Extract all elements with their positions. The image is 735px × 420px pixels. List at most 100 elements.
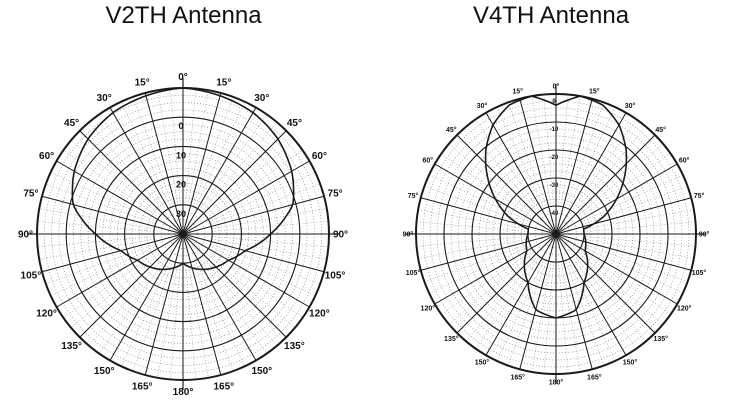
minor-spoke: [507, 102, 547, 208]
angle-label: 90°: [403, 231, 414, 239]
major-spoke: [56, 160, 184, 235]
ring-value-label: 0: [178, 121, 183, 131]
major-spoke: [182, 107, 257, 235]
angle-label: 30°: [625, 102, 636, 110]
minor-spoke: [429, 174, 531, 223]
major-spoke: [555, 233, 678, 305]
minor-spoke: [448, 251, 535, 325]
major-spoke: [555, 134, 656, 235]
minor-spoke: [560, 261, 581, 372]
minor-spoke: [573, 126, 647, 213]
angle-label: 75°: [328, 189, 343, 200]
minor-spoke: [567, 107, 616, 209]
angle-label: 30°: [477, 102, 488, 110]
major-spoke: [109, 107, 184, 235]
minor-spoke: [581, 245, 683, 294]
minor-spoke: [475, 256, 541, 349]
minor-spoke: [496, 259, 545, 361]
minor-spoke: [465, 126, 539, 213]
angle-label: 15°: [512, 87, 523, 95]
minor-spoke: [582, 185, 688, 225]
angle-label: 135°: [444, 335, 459, 343]
major-spoke: [555, 233, 692, 271]
minor-spoke: [560, 96, 581, 207]
major-spoke: [182, 233, 325, 273]
major-spoke: [182, 92, 222, 235]
major-spoke: [434, 233, 557, 305]
angle-label: 165°: [587, 374, 602, 382]
minor-spoke: [578, 153, 671, 219]
minor-spoke: [567, 259, 616, 361]
minor-spoke: [583, 209, 694, 230]
diagram-title: V2TH Antenna: [105, 2, 262, 29]
major-spoke: [555, 197, 692, 235]
major-spoke: [456, 233, 557, 334]
angle-label: 90°: [18, 230, 33, 241]
angle-label: 105°: [325, 270, 346, 281]
minor-spoke: [577, 251, 664, 325]
minor-spoke: [441, 153, 534, 219]
major-spoke: [182, 233, 222, 376]
angle-label: 60°: [312, 151, 327, 162]
angle-label: 120°: [677, 305, 692, 313]
minor-spoke: [581, 174, 683, 223]
angle-label: 0°: [178, 72, 188, 83]
angle-label: 75°: [408, 192, 419, 200]
major-spoke: [182, 233, 257, 361]
minor-spoke: [507, 260, 547, 366]
major-spoke: [144, 233, 184, 376]
major-spoke: [519, 233, 557, 370]
angle-label: 30°: [97, 93, 112, 104]
diagram-panel-v4th: V4TH Antenna 0° 15° 30° 45° 60° 75° 90° 105° 120…: [367, 0, 735, 420]
ring-value-label: -40: [550, 211, 559, 217]
angle-label: 75°: [694, 192, 705, 200]
angle-label: 105°: [21, 270, 42, 281]
minor-spoke: [543, 261, 554, 374]
minor-spoke: [565, 260, 605, 366]
major-spoke: [79, 233, 184, 338]
major-spoke: [182, 130, 287, 235]
minor-spoke: [429, 245, 531, 294]
angle-label: 165°: [132, 382, 153, 393]
angle-label: 150°: [475, 359, 490, 367]
polar-plot: 0° 15° 30° 45° 60° 75° 90° 105° 120° 135° 150° 165°…: [403, 82, 710, 387]
major-spoke: [41, 233, 184, 273]
major-spoke: [420, 233, 557, 271]
angle-label: 60°: [423, 156, 434, 164]
angle-label: 165°: [213, 382, 234, 393]
angle-label: 135°: [653, 335, 668, 343]
minor-spoke: [558, 94, 569, 207]
diagram-panel-v2th: V2TH Antenna 0° 15° 30° 45° 60° 75° 90° 105° 120…: [0, 0, 367, 420]
minor-spoke: [573, 255, 647, 342]
minor-spoke: [531, 96, 552, 207]
major-spoke: [56, 233, 184, 308]
angle-label: 30°: [254, 93, 269, 104]
major-spoke: [555, 233, 593, 370]
angle-label: 45°: [64, 118, 79, 129]
angle-label: 120°: [309, 308, 330, 319]
ring-value-label: 30: [176, 209, 186, 219]
diagram-title: V4TH Antenna: [472, 2, 630, 29]
angle-label: 90°: [699, 230, 710, 238]
major-spoke: [79, 130, 184, 235]
major-spoke: [485, 112, 557, 235]
minor-spoke: [531, 261, 552, 372]
major-spoke: [182, 233, 287, 338]
polar-plot: 0° 15° 30° 45° 60° 75° 90° 105° 120° 135° 150° 165°…: [18, 72, 348, 398]
angle-label: 180°: [549, 379, 564, 387]
angle-label: 105°: [406, 269, 421, 277]
major-spoke: [555, 233, 656, 334]
angle-label: 150°: [623, 359, 638, 367]
minor-spoke: [448, 143, 535, 217]
minor-spoke: [418, 238, 529, 259]
angle-label: 75°: [23, 189, 38, 200]
angle-label: 15°: [135, 77, 150, 88]
minor-spoke: [424, 243, 530, 283]
angle-label: 15°: [589, 87, 600, 95]
major-spoke: [182, 195, 325, 235]
major-spoke: [555, 112, 627, 235]
ring-value-label: -20: [550, 155, 559, 161]
minor-spoke: [418, 209, 529, 230]
major-spoke: [485, 233, 557, 356]
minor-spoke: [475, 119, 541, 212]
